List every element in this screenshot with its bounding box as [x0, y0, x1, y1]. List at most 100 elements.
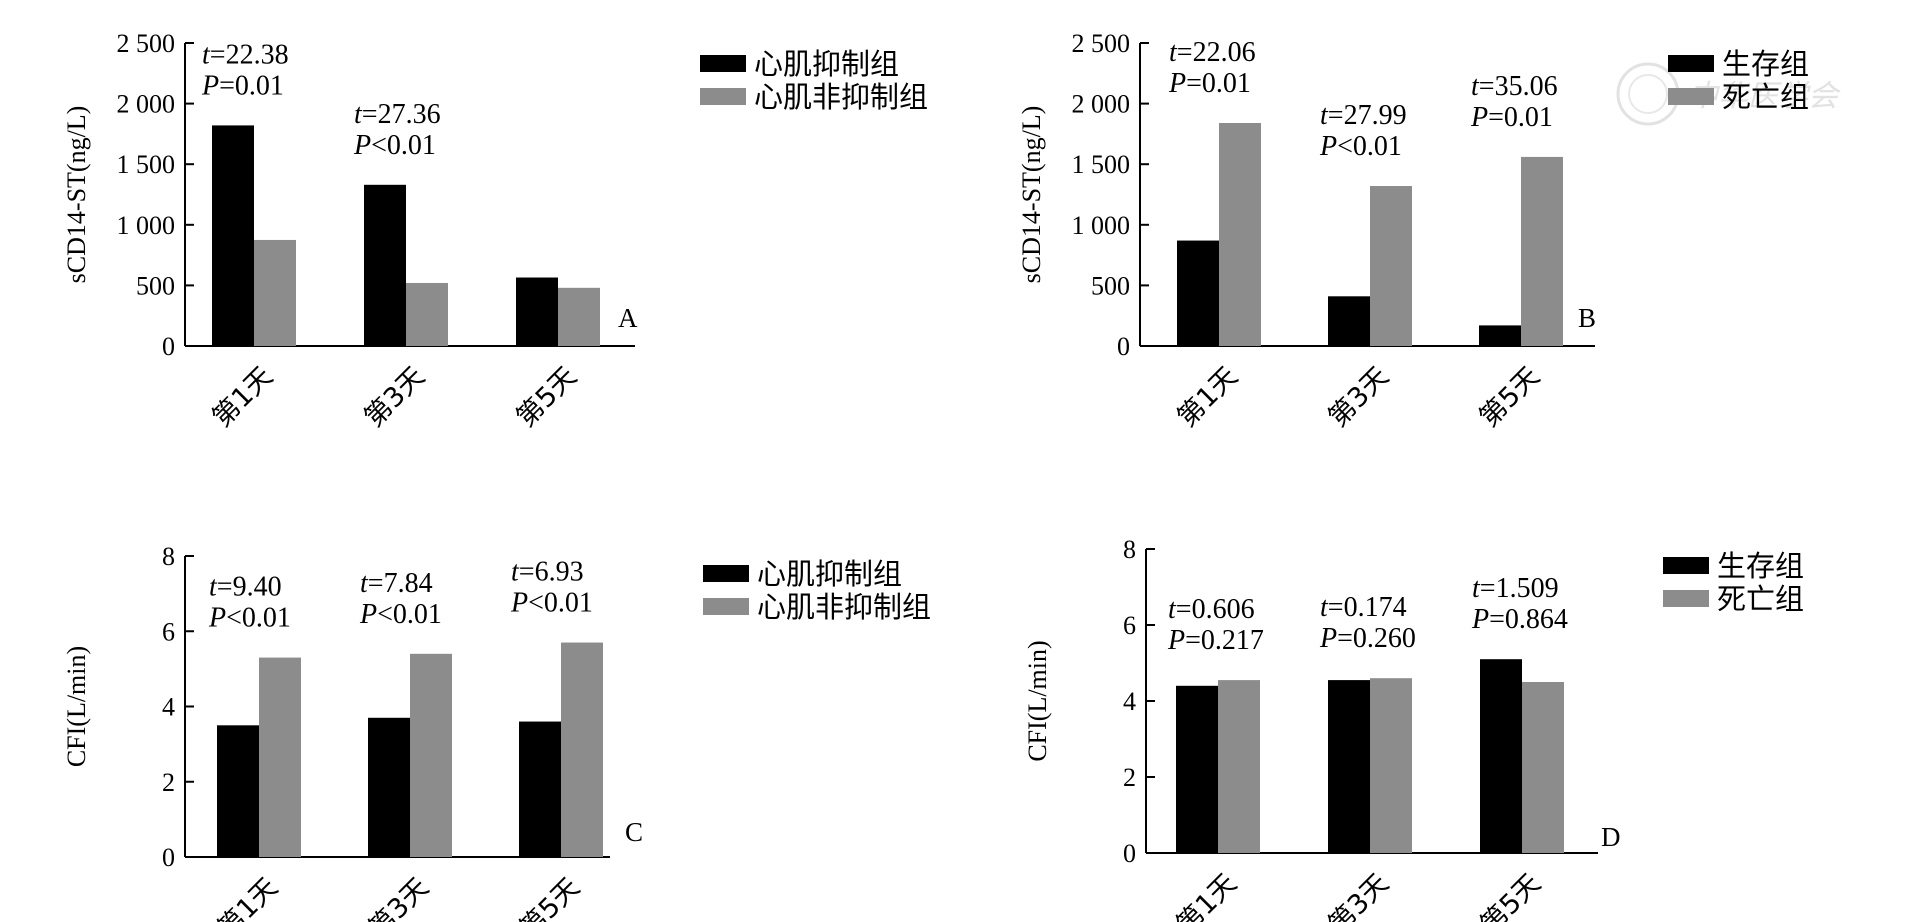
legend-swatch [700, 88, 746, 105]
t-statistic-label: t=7.84 [360, 568, 433, 599]
y-tick-label: 1 500 [1072, 150, 1131, 179]
y-tick-label: 0 [162, 843, 175, 872]
bar-series2 [558, 287, 600, 346]
bar-series2 [410, 653, 452, 857]
p-value-label: P<0.01 [208, 603, 291, 634]
chart-panel-b: 0 500 1 000 1 500 2 000 2 500 sCD14-ST(ng/L) 第1… [1017, 29, 1809, 433]
bar-series1 [212, 125, 254, 346]
bar-series2 [406, 282, 448, 346]
bar-series1 [1480, 659, 1522, 853]
x-tick-label: 第5天 [514, 872, 586, 922]
bar-series1 [1328, 296, 1370, 346]
legend-swatch [1663, 590, 1709, 607]
p-value-label: P<0.01 [510, 588, 593, 619]
p-value-label: P<0.01 [359, 599, 442, 630]
bar-series1 [364, 184, 406, 346]
y-tick-label: 2 [1123, 763, 1136, 792]
y-tick-label: 6 [1123, 611, 1136, 640]
x-tick-label: 第3天 [1323, 868, 1395, 922]
y-tick-label: 6 [162, 617, 175, 646]
bar-series2 [1219, 122, 1261, 346]
bar-series1 [1177, 240, 1219, 346]
y-tick-label: 1 000 [1072, 211, 1131, 240]
bar-series1 [519, 721, 561, 857]
bar-series2 [1522, 682, 1564, 853]
y-tick-label: 0 [162, 332, 175, 361]
bar-series1 [1176, 685, 1218, 853]
x-tick-label: 第5天 [511, 361, 583, 433]
y-tick-label: 1 000 [117, 211, 176, 240]
p-value-label: P=0.01 [1470, 102, 1553, 133]
legend-swatch [700, 55, 746, 72]
panel-letter: D [1601, 822, 1621, 852]
x-tick-label: 第5天 [1475, 868, 1547, 922]
panel-letter: C [625, 817, 643, 847]
legend-label: 心肌抑制组 [757, 557, 902, 591]
legend-label: 生存组 [1722, 47, 1809, 81]
bar-series1 [516, 277, 558, 346]
t-statistic-label: t=22.38 [202, 39, 289, 70]
chart-panel-c: 02468CFI(L/min)第1天t=9.40P<0.01第3天t=7.84P… [62, 542, 931, 922]
legend-label: 死亡组 [1717, 582, 1804, 616]
x-tick-label: 第3天 [1323, 361, 1395, 433]
y-tick-label: 2 [162, 768, 175, 797]
panel-letter: A [618, 303, 638, 333]
y-tick-label: 1 500 [117, 150, 176, 179]
p-value-label: P=0.260 [1319, 623, 1416, 654]
bar-series1 [368, 717, 410, 857]
bar-series1 [1328, 680, 1370, 853]
y-tick-label: 0 [1123, 839, 1136, 868]
t-statistic-label: t=0.606 [1168, 594, 1255, 625]
watermark-seal-inner-icon [1628, 74, 1668, 114]
t-statistic-label: t=6.93 [511, 557, 584, 588]
t-statistic-label: t=1.509 [1472, 573, 1559, 604]
legend-label: 生存组 [1717, 549, 1804, 583]
y-tick-label: 2 000 [1072, 90, 1131, 119]
legend-swatch [1668, 88, 1714, 105]
y-tick-label: 8 [162, 542, 175, 571]
legend-label: 心肌非抑制组 [757, 590, 931, 624]
y-tick-label: 8 [1123, 535, 1136, 564]
legend-label: 死亡组 [1722, 80, 1809, 114]
legend-label: 心肌抑制组 [754, 47, 899, 81]
legend-swatch [703, 565, 749, 582]
x-tick-label: 第3天 [363, 872, 435, 922]
p-value-label: P<0.01 [1319, 131, 1402, 162]
t-statistic-label: t=0.174 [1320, 592, 1407, 623]
t-statistic-label: t=35.06 [1471, 71, 1558, 102]
x-tick-label: 第1天 [207, 361, 279, 433]
y-axis-label: sCD14-ST(ng/L) [62, 106, 91, 284]
panel-letter: B [1578, 303, 1596, 333]
legend-swatch [1663, 557, 1709, 574]
chart-panel-a: 0 500 1 000 1 500 2 000 2 500 sCD14-ST(ng/L) 第1… [62, 29, 928, 433]
bar-series2 [259, 657, 301, 857]
bar-series2 [254, 239, 296, 346]
x-tick-label: 第5天 [1474, 361, 1546, 433]
bar-series2 [561, 642, 603, 857]
y-axis-label: sCD14-ST(ng/L) [1017, 106, 1046, 284]
y-tick-label: 2 500 [117, 29, 176, 58]
x-tick-label: 第1天 [1171, 868, 1243, 922]
bar-series1 [1479, 325, 1521, 346]
y-tick-label: 4 [162, 693, 175, 722]
y-tick-label: 0 [1117, 332, 1130, 361]
bar-series2 [1218, 680, 1260, 853]
p-value-label: P<0.01 [353, 130, 436, 161]
t-statistic-label: t=27.99 [1320, 100, 1407, 131]
p-value-label: P=0.01 [201, 70, 284, 101]
y-axis-label: CFI(L/min) [1023, 640, 1052, 761]
p-value-label: P=0.01 [1168, 68, 1251, 99]
bar-series2 [1521, 156, 1563, 346]
y-tick-label: 4 [1123, 687, 1136, 716]
legend-swatch [1668, 55, 1714, 72]
x-tick-label: 第1天 [212, 872, 284, 922]
p-value-label: P=0.864 [1471, 604, 1568, 635]
t-statistic-label: t=22.06 [1169, 37, 1256, 68]
bar-series2 [1370, 678, 1412, 853]
x-tick-label: 第1天 [1172, 361, 1244, 433]
y-tick-label: 2 500 [1072, 29, 1131, 58]
y-axis-label: CFI(L/min) [62, 646, 91, 767]
bar-series2 [1370, 186, 1412, 346]
